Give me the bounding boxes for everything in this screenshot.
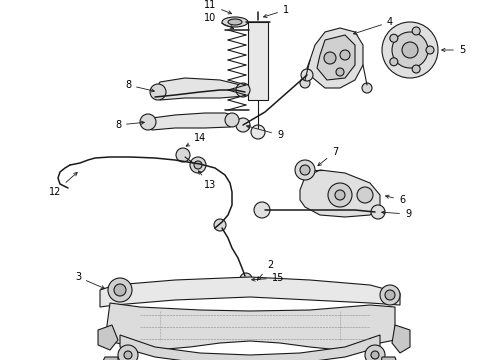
Circle shape (301, 69, 313, 81)
Ellipse shape (222, 17, 248, 27)
Circle shape (382, 22, 438, 78)
Text: 8: 8 (125, 80, 154, 92)
Text: 9: 9 (246, 125, 283, 140)
Circle shape (254, 202, 270, 218)
Circle shape (340, 50, 350, 60)
Circle shape (176, 148, 190, 162)
Circle shape (336, 68, 344, 76)
Polygon shape (120, 335, 380, 360)
Circle shape (385, 290, 395, 300)
Polygon shape (155, 78, 245, 100)
Circle shape (371, 351, 379, 359)
Circle shape (124, 351, 132, 359)
Circle shape (371, 205, 385, 219)
Polygon shape (100, 357, 118, 360)
Circle shape (225, 113, 239, 127)
Polygon shape (300, 170, 380, 217)
Ellipse shape (228, 19, 242, 25)
Text: 8: 8 (115, 120, 145, 130)
Circle shape (190, 157, 206, 173)
Text: 10: 10 (204, 13, 234, 29)
Polygon shape (98, 325, 118, 350)
Circle shape (412, 27, 420, 35)
Text: 15: 15 (252, 273, 284, 283)
Circle shape (300, 165, 310, 175)
Text: 11: 11 (204, 0, 232, 14)
Polygon shape (392, 325, 410, 353)
Polygon shape (317, 35, 355, 80)
Circle shape (357, 187, 373, 203)
Text: 5: 5 (441, 45, 465, 55)
Polygon shape (307, 28, 363, 88)
Circle shape (214, 219, 226, 231)
Circle shape (240, 273, 252, 285)
Circle shape (140, 114, 156, 130)
Circle shape (365, 345, 385, 360)
Polygon shape (105, 303, 395, 350)
Text: 2: 2 (257, 260, 273, 280)
Circle shape (426, 46, 434, 54)
Circle shape (390, 58, 398, 66)
Text: 1: 1 (264, 5, 289, 18)
Text: 13: 13 (198, 171, 216, 190)
Text: 7: 7 (318, 147, 338, 166)
Text: 14: 14 (186, 133, 206, 146)
Text: 4: 4 (353, 17, 393, 35)
Circle shape (402, 42, 418, 58)
Circle shape (150, 84, 166, 100)
Circle shape (251, 125, 265, 139)
Text: 12: 12 (49, 172, 77, 197)
Circle shape (295, 160, 315, 180)
Text: 3: 3 (75, 272, 104, 289)
Circle shape (362, 83, 372, 93)
Circle shape (390, 34, 398, 42)
Circle shape (114, 284, 126, 296)
Circle shape (118, 345, 138, 360)
Circle shape (335, 190, 345, 200)
Polygon shape (145, 113, 237, 130)
Polygon shape (248, 22, 268, 100)
Circle shape (236, 83, 250, 97)
Text: 6: 6 (386, 195, 405, 205)
Circle shape (412, 65, 420, 73)
Polygon shape (100, 277, 400, 307)
Circle shape (328, 183, 352, 207)
Circle shape (194, 161, 202, 169)
Circle shape (324, 52, 336, 64)
Polygon shape (380, 357, 398, 360)
Circle shape (380, 285, 400, 305)
Circle shape (392, 32, 428, 68)
Circle shape (108, 278, 132, 302)
Circle shape (236, 118, 250, 132)
Circle shape (300, 78, 310, 88)
Text: 9: 9 (382, 209, 411, 219)
